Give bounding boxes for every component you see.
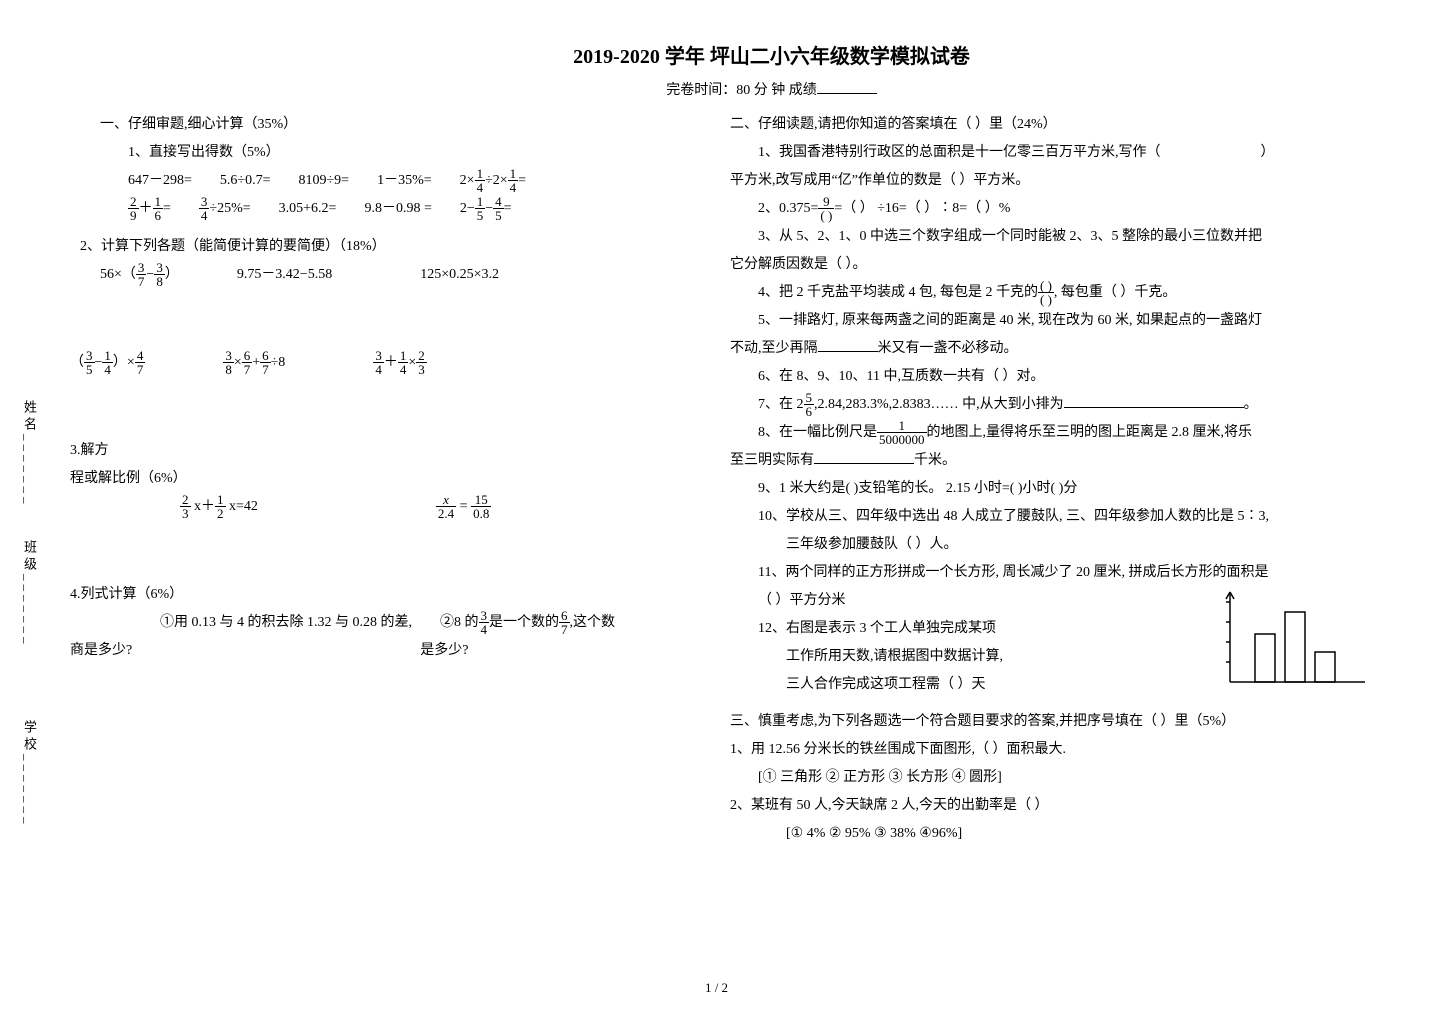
calc-item: 9.75－3.42−5.58 <box>237 261 332 289</box>
s1q4-row: ①用 0.13 与 4 的积去除 1.32 与 0.28 的差, ②8 的34是… <box>100 609 700 637</box>
s2q5bc: 不动,至少再隔 米又有一盏不必移动。 <box>730 335 1370 363</box>
s2q8a: 8、在一幅比例尺是 <box>758 425 877 440</box>
s1q2-row2: （35−14）×47 38×67+67÷8 34＋14×23 <box>70 349 700 377</box>
calc-item: 38×67+67÷8 <box>223 349 285 377</box>
s1q2-row1: 56×（37−38） 9.75－3.42−5.58 125×0.25×3.2 <box>100 261 700 289</box>
s2q12c: 三人合作完成这项工程需（ ）天 <box>730 671 1190 699</box>
right-column: 二、仔细读题,请把你知道的答案填在（ ）里（24%） 1、我国香港特别行政区的总… <box>730 111 1370 848</box>
page-title: 2019-2020 学年 坪山二小六年级数学模拟试卷 <box>140 40 1403 69</box>
s2q10a: 10、学校从三、四年级中选出 48 人成立了腰鼓队, 三、四年级参加人数的比是 … <box>730 503 1370 531</box>
calc-item: （35−14）×47 <box>70 349 145 377</box>
s2q11a: 11、两个同样的正方形拼成一个长方形, 周长减少了 20 厘米, 拼成后长方形的… <box>730 559 1370 587</box>
s2q12b: 工作所用天数,请根据图中数据计算, <box>730 643 1190 671</box>
s2q8c: 至三明实际有 <box>730 453 814 468</box>
s2q4: 4、把 2 千克盐平均装成 4 包, 每包是 2 千克的( )( ), 每包重（… <box>730 279 1370 307</box>
s2q11b: （ ）平方分米 <box>730 587 1190 615</box>
calc-item: 5.6÷0.7= <box>220 167 271 195</box>
s1q2-heading: 2、计算下列各题（能简便计算的要简便）（18%） <box>80 233 700 261</box>
subtitle-text: 完卷时间：80 分 钟 成绩 <box>666 83 817 98</box>
calc-item: 2−15−45= <box>460 195 512 223</box>
s3q2b: [① 4% ② 95% ③ 38% ④96%] <box>730 820 1370 848</box>
s2-heading: 二、仔细读题,请把你知道的答案填在（ ）里（24%） <box>730 111 1370 139</box>
left-column: 一、仔细审题,细心计算（35%） 1、直接写出得数（5%） 647－298= 5… <box>60 111 700 848</box>
s1q1-heading: 1、直接写出得数（5%） <box>100 139 700 167</box>
s2q1b: ） <box>1261 145 1275 160</box>
s2q9: 9、1 米大约是( )支铅笔的长。 2.15 小时=( )小时( )分 <box>730 475 1370 503</box>
calc-item: 647－298= <box>128 167 192 195</box>
s1-heading: 一、仔细审题,细心计算（35%） <box>100 111 700 139</box>
s2q8cd: 至三明实际有 千米。 <box>730 447 1370 475</box>
s3q1a: 1、用 12.56 分米长的铁丝围成下面图形,（ ）面积最大. <box>730 736 1370 764</box>
s1q3-heading: 3.解方 <box>70 437 700 465</box>
s1q3-row: 23 x＋12 x=42 x2.4 = 150.8 <box>100 493 700 521</box>
s3q1b: [① 三角形 ② 正方形 ③ 长方形 ④ 圆形] <box>730 764 1370 792</box>
calc-item: x2.4 = 150.8 <box>436 493 491 521</box>
bar-chart <box>1200 587 1370 708</box>
calc-item: 是多少? <box>420 637 468 665</box>
s2q7: 7、在 256,2.84,283.3%,2.8383…… 中,从大到小排为。 <box>730 391 1370 419</box>
s2q5b: 不动,至少再隔 <box>730 341 818 356</box>
s1q1-row2: 29＋16= 34÷25%= 3.05+6.2= 9.8－0.98 = 2−15… <box>100 195 700 223</box>
s2q4b: , 每包重（ ）千克。 <box>1054 285 1177 300</box>
calc-item: 2×14÷2×14= <box>460 167 526 195</box>
s2q6: 6、在 8、9、10、11 中,互质数一共有（ ）对。 <box>730 363 1370 391</box>
s3q2a: 2、某班有 50 人,今天缺席 2 人,今天的出勤率是（ ） <box>730 792 1370 820</box>
calc-item: ②8 的34是一个数的67,这个数 <box>440 609 615 637</box>
calc-item: 34÷25%= <box>199 195 251 223</box>
s2q4a: 4、把 2 千克盐平均装成 4 包, 每包是 2 千克的 <box>758 285 1038 300</box>
calc-item: 3.05+6.2= <box>279 195 337 223</box>
s2q5a: 5、一排路灯, 原来每两盏之间的距离是 40 米, 现在改为 60 米, 如果起… <box>730 307 1370 335</box>
calc-item: 125×0.25×3.2 <box>420 261 499 289</box>
side-school: 学校 <box>22 720 37 754</box>
s2q3a: 3、从 5、2、1、0 中选三个数字组成一个同时能被 2、3、5 整除的最小三位… <box>730 223 1370 251</box>
s1q1-row1: 647－298= 5.6÷0.7= 8109÷9= 1－35%= 2×14÷2×… <box>100 167 700 195</box>
subtitle: 完卷时间：80 分 钟 成绩 <box>140 79 1403 99</box>
calc-item: 商是多少? <box>70 637 132 665</box>
s2q2: 2、0.375=9( )=（ ） ÷16=（ ）∶8=（ ）% <box>730 195 1370 223</box>
calc-item: ①用 0.13 与 4 的积去除 1.32 与 0.28 的差, <box>160 609 412 637</box>
s2q1c: 平方米,改写成用“亿”作单位的数是（ ）平方米。 <box>730 167 1370 195</box>
side-name: 姓名 <box>22 400 37 434</box>
s2q1a: 1、我国香港特别行政区的总面积是十一亿零三百万平方米,写作（ <box>758 145 1161 160</box>
s2q8: 8、在一幅比例尺是15000000的地图上,量得将乐至三明的图上距离是 2.8 … <box>730 419 1370 447</box>
calc-item: 29＋16= <box>128 195 171 223</box>
s3-heading: 三、慎重考虑,为下列各题选一个符合题目要求的答案,并把序号填在（ ）里（5%） <box>730 708 1370 736</box>
calc-item: 9.8－0.98 = <box>364 195 431 223</box>
s2q7c: 。 <box>1244 397 1258 412</box>
calc-item: 1－35%= <box>377 167 432 195</box>
s2q2b: =（ ） ÷16=（ ）∶8=（ ）% <box>834 201 1010 216</box>
s1q4-heading: 4.列式计算（6%） <box>70 581 700 609</box>
s2q10b: 三年级参加腰鼓队（ ）人。 <box>730 531 1370 559</box>
s1q3-model: 程或解比例（6%） <box>70 465 700 493</box>
calc-item: 56×（37−38） <box>100 261 179 289</box>
page-number: 1 / 2 <box>705 980 728 996</box>
s2q3b: 它分解质因数是（ ）。 <box>730 251 1370 279</box>
s2q7b: ,2.84,283.3%,2.8383…… 中,从大到小排为 <box>814 397 1064 412</box>
s2q8d: 千米。 <box>914 453 956 468</box>
side-class: 班级 <box>22 540 37 574</box>
calc-item: 23 x＋12 x=42 <box>180 493 258 521</box>
s1q4-row2: 商是多少? 是多少? <box>70 637 700 665</box>
calc-item: 8109÷9= <box>299 167 350 195</box>
calc-item: 34＋14×23 <box>373 349 426 377</box>
s2q5c: 米又有一盏不必移动。 <box>878 341 1018 356</box>
s2q12a: 12、右图是表示 3 个工人单独完成某项 <box>730 615 1190 643</box>
s2q8b: 的地图上,量得将乐至三明的图上距离是 2.8 厘米,将乐 <box>927 425 1253 440</box>
